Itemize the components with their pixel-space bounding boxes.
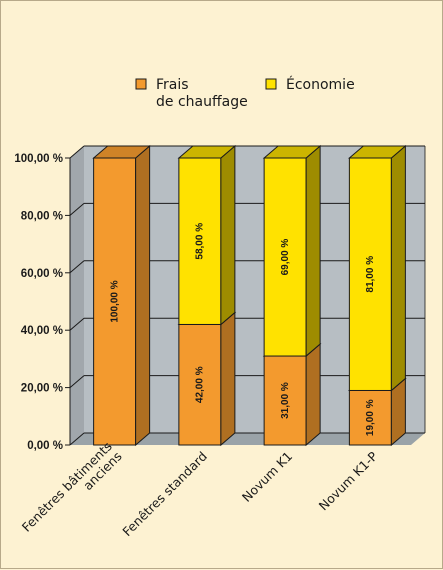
legend-label: Économie — [286, 76, 355, 93]
legend-label-line: Économie — [286, 76, 355, 93]
data-label: 100,00 % — [109, 280, 120, 322]
side-wall — [70, 146, 84, 445]
category-label-line: Fenêtres bâtiments — [19, 439, 115, 535]
y-tick-label: 20,00 % — [21, 383, 63, 395]
y-axis: 0,00 % 20,00 % 40,00 % 60,00 % 80,00 % 100,00… — [14, 153, 71, 452]
data-label: 42,00 % — [195, 366, 206, 403]
bar-segment-heating — [178, 323, 222, 446]
category-label: Novum K1-P — [316, 448, 381, 513]
bar-side — [135, 144, 151, 447]
gridline-side — [69, 203, 85, 216]
category-label: Fenêtres bâtimentsanciens — [19, 439, 125, 545]
gridline-side — [69, 432, 85, 446]
data-label: 31,00 % — [280, 382, 291, 419]
y-tick-label: 40,00 % — [21, 325, 63, 337]
legend-swatch — [265, 78, 277, 90]
bar-top — [92, 145, 151, 159]
category-label: Fenêtres standard — [119, 449, 210, 540]
legend-label-line: de chauffage — [156, 94, 248, 110]
bar-segment-heating — [348, 389, 392, 446]
legend: Frais de chauffage Économie — [135, 76, 355, 110]
category-label: Novum K1 — [239, 449, 295, 505]
bar-side — [220, 311, 236, 447]
floor — [70, 433, 425, 445]
y-tick-label: 80,00 % — [21, 210, 63, 222]
legend-label-line: Frais — [156, 77, 189, 93]
category-label-line: Fenêtres standard — [119, 449, 210, 540]
legend-swatch — [135, 78, 147, 90]
gridline-side — [69, 375, 85, 388]
bar-top — [262, 145, 322, 159]
legend-label: Frais de chauffage — [156, 77, 248, 110]
gridline-side — [69, 317, 85, 331]
bar-segment-saving — [178, 157, 222, 325]
data-label: 58,00 % — [195, 223, 206, 260]
bar-top — [177, 145, 237, 159]
bar-side — [390, 144, 406, 392]
bar-segment-heating — [93, 157, 137, 446]
category-label-line: Novum K1 — [239, 449, 295, 505]
bar-side — [305, 144, 321, 358]
category-label-line: Novum K1-P — [316, 448, 381, 513]
bar-top — [348, 145, 407, 159]
data-label: 19,00 % — [365, 399, 376, 436]
data-label: 81,00 % — [365, 256, 376, 293]
y-tick-label: 60,00 % — [21, 268, 63, 280]
y-tick-label: 0,00 % — [27, 440, 63, 452]
gridline-side — [69, 260, 85, 274]
gridline-side — [69, 145, 85, 159]
bar-side — [305, 342, 321, 447]
data-label: 69,00 % — [280, 239, 291, 276]
y-tick-label: 100,00 % — [14, 153, 63, 165]
bars: 100,00 % 42,00 % 58,00 % 31,00 % 69,00 % 19,0… — [92, 144, 407, 447]
bar-side — [220, 144, 236, 326]
bar-segment-saving — [348, 157, 392, 391]
